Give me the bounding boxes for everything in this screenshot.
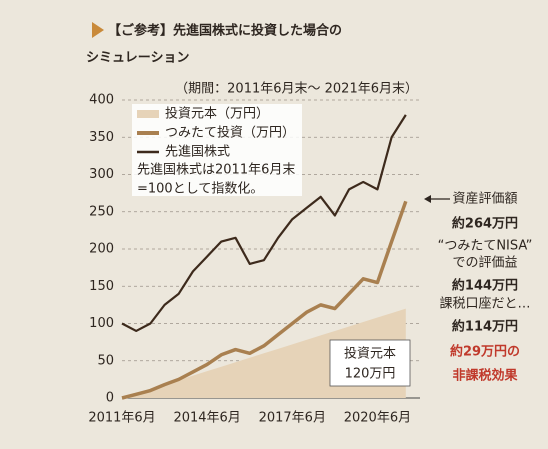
title-marker	[92, 22, 104, 38]
x-tick-label: 2020年6月	[344, 411, 411, 426]
x-tick-label: 2017年6月	[259, 411, 326, 426]
box-note: 120万円	[345, 367, 396, 382]
annotation: 約29万円の	[450, 344, 520, 360]
y-tick-label: 150	[89, 279, 114, 294]
annotation: 約264万円	[452, 216, 518, 232]
annotation: 資産評価額	[452, 191, 517, 207]
legend-label: 投資元本（万円）	[165, 106, 269, 122]
chart-subtitle: （期間：2011年6月末〜 2021年6月末）	[175, 82, 418, 97]
x-tick-label: 2011年6月	[88, 411, 155, 426]
y-tick-label: 50	[97, 353, 114, 368]
chart-title-line2: シミュレーション	[86, 51, 189, 66]
y-tick-label: 250	[89, 204, 114, 219]
y-tick-label: 100	[89, 316, 114, 331]
legend-box	[132, 104, 302, 196]
box-note: 投資元本	[344, 346, 396, 362]
legend-note: =100として指数化。	[137, 182, 263, 197]
y-tick-label: 400	[89, 93, 114, 108]
note-box	[329, 339, 411, 387]
y-tick-label: 0	[106, 391, 114, 406]
annotation: 課税口座だと…	[439, 296, 530, 312]
annotation: 非課税効果	[452, 368, 517, 384]
line	[121, 114, 407, 333]
legend-label: 先進国株式	[165, 145, 230, 160]
chart-title: 【ご参考】先進国株式に投資した場合の	[108, 23, 342, 39]
x-tick-label: 2014年6月	[173, 411, 240, 426]
annotation: “つみたてNISA”	[438, 239, 533, 254]
annotation: での評価益	[452, 256, 517, 271]
y-tick-label: 200	[89, 242, 114, 257]
legend-note: 先進国株式は2011年6月末	[137, 163, 295, 178]
legend-label: つみたて投資（万円）	[165, 125, 295, 141]
annotation: 約144万円	[452, 278, 518, 294]
annotation: 約114万円	[452, 319, 518, 335]
legend-swatch	[137, 110, 159, 118]
annotation-arrowhead	[424, 195, 431, 203]
y-tick-label: 350	[89, 130, 114, 145]
line	[121, 200, 408, 400]
y-tick-label: 300	[89, 167, 114, 182]
